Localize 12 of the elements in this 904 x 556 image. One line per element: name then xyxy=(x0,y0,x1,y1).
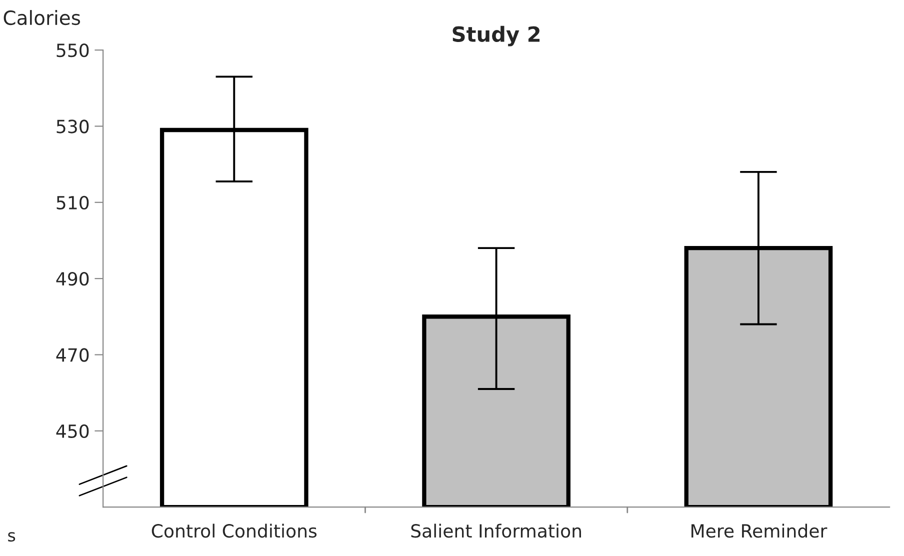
x-tick-label: Salient Information xyxy=(411,524,581,538)
y-tick-label: 530 xyxy=(56,120,89,134)
y-tick-label: 450 xyxy=(56,424,89,438)
y-tick-label: 510 xyxy=(56,196,89,210)
y-tick-label: 470 xyxy=(56,348,89,362)
x-tick-label: Mere Reminder xyxy=(692,524,828,538)
y-tick-label: 490 xyxy=(56,272,89,286)
y-tick-label: 550 xyxy=(56,44,89,58)
chart-title: Study 2 xyxy=(452,26,540,46)
text: s xyxy=(8,532,16,542)
x-tick-label: Control Conditions xyxy=(152,524,317,538)
y-axis-title: Calories xyxy=(4,10,80,26)
